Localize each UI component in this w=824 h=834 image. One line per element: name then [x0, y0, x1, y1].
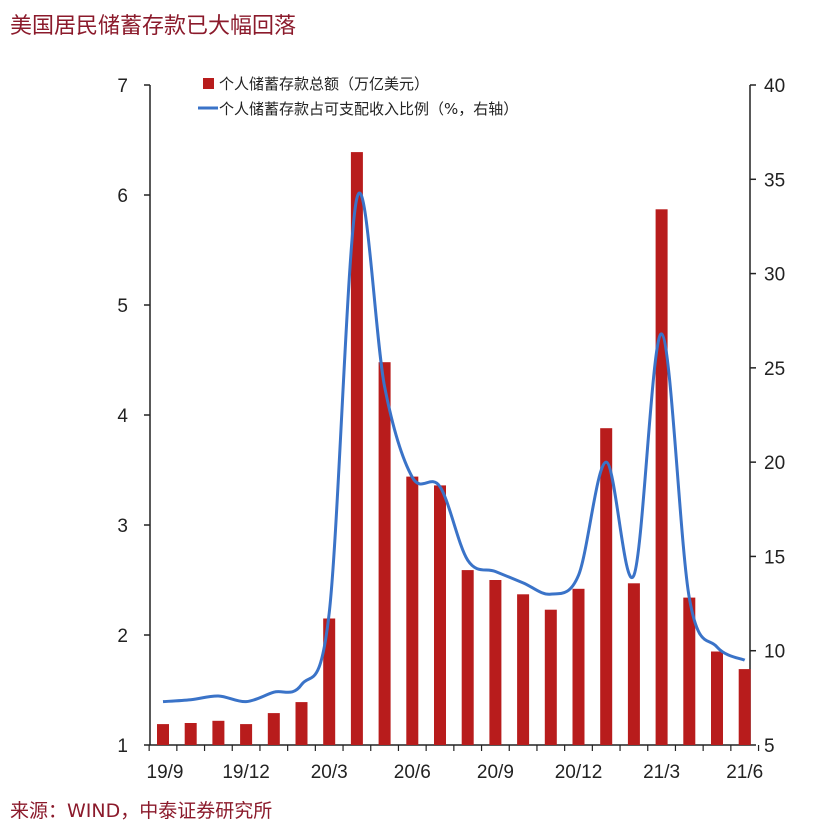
right-tick-label: 15 — [764, 547, 785, 568]
x-tick-label: 20/6 — [394, 762, 431, 783]
right-tick-label: 25 — [764, 359, 785, 380]
legend-line-label: 个人储蓄存款占可支配收入比例（%，右轴） — [219, 100, 518, 118]
right-tick-label: 5 — [764, 736, 775, 757]
left-tick-label: 7 — [117, 76, 128, 97]
bar — [406, 476, 419, 745]
left-tick-label: 2 — [117, 626, 128, 647]
bar — [517, 594, 530, 745]
chart: 1 2 3 4 5 6 7 5 10 15 20 25 30 35 40 19/9 19/12 20/3 20/6 2… — [117, 75, 785, 783]
x-tick-label: 19/9 — [147, 762, 184, 783]
bar — [378, 362, 391, 745]
right-tick-label: 40 — [764, 76, 785, 97]
bar — [711, 651, 723, 745]
bar — [240, 724, 253, 745]
x-tick-label: 20/12 — [555, 762, 603, 783]
bar — [434, 485, 446, 745]
bar — [350, 152, 363, 746]
chart-title: 美国居民储蓄存款已大幅回落 — [10, 14, 297, 39]
right-tick-label: 10 — [764, 642, 785, 663]
x-tick-label: 21/6 — [726, 762, 763, 783]
left-tick-label: 6 — [117, 186, 128, 207]
x-tick-label: 20/3 — [311, 762, 348, 783]
source-note: 来源：WIND，中泰证券研究所 — [10, 800, 273, 822]
left-tick-label: 4 — [117, 406, 128, 427]
bar — [295, 702, 308, 745]
bar — [544, 609, 557, 745]
bar — [157, 724, 169, 745]
bar — [683, 597, 696, 745]
x-tick-label: 20/9 — [477, 762, 514, 783]
legend-bar-swatch — [203, 78, 214, 89]
left-tick-label: 5 — [117, 296, 128, 317]
bar — [267, 713, 280, 745]
x-tick-label: 21/3 — [643, 762, 680, 783]
bar — [600, 428, 613, 745]
legend: 个人储蓄存款总额（万亿美元） 个人储蓄存款占可支配收入比例（%，右轴） — [198, 75, 518, 118]
right-tick-label: 20 — [764, 453, 785, 474]
bar — [738, 669, 751, 745]
bar — [323, 618, 336, 745]
line-series — [162, 191, 746, 704]
bar — [627, 583, 640, 745]
legend-bar-label: 个人储蓄存款总额（万亿美元） — [219, 75, 429, 93]
left-tick-label: 1 — [117, 736, 128, 757]
left-tick-label: 3 — [117, 516, 128, 537]
right-tick-label: 30 — [764, 265, 785, 286]
bar-series — [157, 152, 751, 746]
bar — [184, 723, 197, 745]
x-tick-label: 19/12 — [222, 762, 270, 783]
bar — [212, 720, 225, 745]
right-tick-label: 35 — [764, 170, 785, 191]
bar — [572, 588, 585, 745]
bar — [461, 570, 474, 745]
bar — [489, 580, 502, 745]
savings-rate-line — [162, 191, 746, 704]
bar — [655, 209, 668, 746]
